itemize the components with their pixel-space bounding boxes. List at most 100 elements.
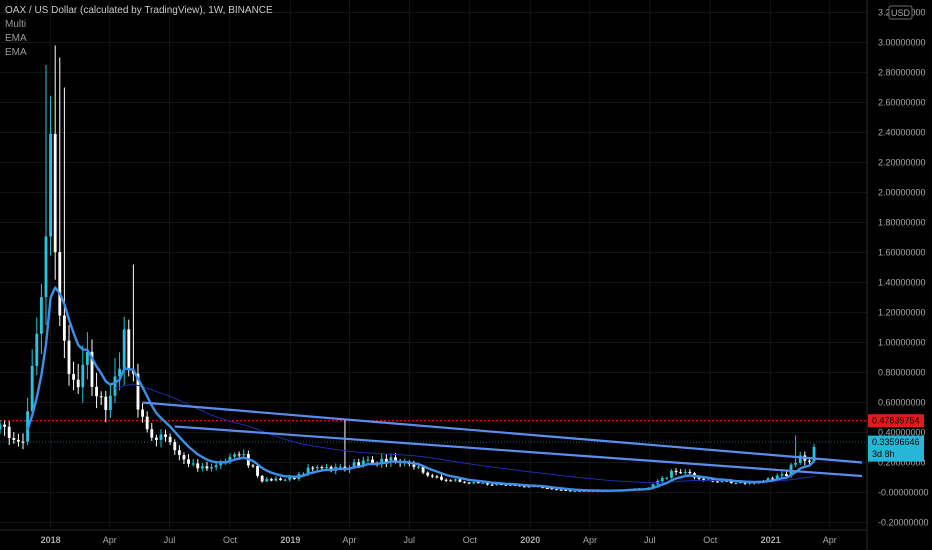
- candle-body: [81, 364, 85, 388]
- candle: [164, 429, 167, 442]
- candle: [12, 432, 16, 444]
- time-tick-label: Oct: [223, 535, 238, 545]
- candle-body: [260, 475, 264, 482]
- candle: [118, 352, 122, 391]
- candle-body: [435, 476, 439, 478]
- candle-body: [522, 486, 526, 488]
- candle-body: [352, 462, 356, 468]
- candle-body: [697, 477, 701, 479]
- time-tick-label: Oct: [463, 535, 478, 545]
- candle: [683, 468, 687, 476]
- time-tick-label: Jul: [644, 535, 656, 545]
- candle-body: [145, 416, 149, 430]
- time-axis[interactable]: 2018 Apr Jul Oct 2019 Apr Jul Oct 2020 Apr Jul Oct 2…: [0, 529, 867, 545]
- candle-body: [90, 351, 94, 387]
- candle: [780, 471, 784, 478]
- candle: [141, 403, 144, 423]
- candle: [283, 478, 287, 482]
- candle: [453, 478, 457, 483]
- price-tick-label: 2.20000000: [878, 158, 926, 168]
- candle: [26, 397, 30, 446]
- candle-body: [67, 340, 71, 374]
- candle-body: [472, 482, 476, 484]
- candle: [122, 316, 126, 386]
- candle-body: [674, 470, 678, 473]
- candle-body: [785, 474, 788, 476]
- time-tick-label: Apr: [823, 535, 837, 545]
- candle-body: [95, 386, 99, 397]
- candle: [320, 465, 324, 470]
- time-tick-label: 2020: [520, 535, 540, 545]
- candle-body: [237, 454, 241, 456]
- candle: [573, 490, 577, 492]
- candle: [90, 339, 94, 396]
- candle: [0, 420, 2, 435]
- candle-body: [812, 446, 816, 462]
- candle-body: [44, 236, 48, 298]
- time-tick-label: Apr: [343, 535, 357, 545]
- currency-badge[interactable]: USD: [888, 5, 913, 20]
- candle: [205, 461, 209, 471]
- candle-body: [141, 409, 144, 417]
- lower-trendline[interactable]: [174, 425, 863, 478]
- candle-body: [444, 479, 448, 481]
- candle-body: [214, 465, 218, 468]
- candle: [794, 435, 798, 468]
- candle-body: [578, 491, 581, 492]
- candle: [812, 443, 816, 463]
- candle-body: [182, 455, 186, 460]
- candle-body: [127, 329, 131, 371]
- candle: [490, 483, 494, 487]
- candle-body: [108, 395, 112, 410]
- candle-body: [679, 472, 683, 474]
- symbol-title[interactable]: OAX / US Dollar (calculated by TradingVi…: [5, 5, 273, 16]
- candle-body: [265, 479, 269, 482]
- candle-body: [136, 373, 140, 410]
- price-tick-label: 1.20000000: [878, 308, 926, 318]
- indicator-ema-1[interactable]: EMA: [5, 33, 27, 44]
- price-tick-label: 0.60000000: [878, 398, 926, 408]
- candle: [472, 481, 476, 485]
- candle-body: [794, 462, 798, 465]
- grid-lines: [0, 0, 867, 530]
- candle-body: [7, 426, 11, 439]
- candle: [187, 454, 190, 468]
- price-tick-label: 2.00000000: [878, 188, 926, 198]
- candle-body: [665, 477, 669, 479]
- candle: [173, 439, 177, 455]
- candle: [95, 372, 99, 409]
- candle: [380, 453, 384, 469]
- indicator-multi[interactable]: Multi: [5, 19, 27, 30]
- time-tick-label: Oct: [703, 535, 718, 545]
- candle-body: [39, 297, 43, 334]
- candle-body: [481, 482, 485, 484]
- candle-body: [467, 482, 471, 484]
- candle-body: [274, 478, 278, 481]
- candle-body: [725, 480, 729, 482]
- candle-body: [306, 467, 310, 474]
- trendlines[interactable]: [142, 401, 863, 478]
- candle: [674, 468, 678, 476]
- time-tick-label: Apr: [583, 535, 597, 545]
- candle-body: [196, 463, 200, 469]
- upper-trendline[interactable]: [142, 401, 863, 464]
- candle-body: [269, 479, 273, 481]
- current-price-flag: 0.33596646 3d 8h: [868, 435, 924, 462]
- time-tick-label: 2021: [761, 535, 781, 545]
- candle: [127, 319, 131, 377]
- price-tick-label: 3.00000000: [878, 38, 926, 48]
- candle-body: [463, 481, 466, 483]
- candle: [670, 469, 673, 479]
- candle: [44, 65, 48, 326]
- candle: [200, 462, 204, 472]
- candle-body: [210, 467, 213, 469]
- chart-legend: OAX / US Dollar (calculated by TradingVi…: [5, 4, 273, 60]
- current-price-flag-bg: [868, 435, 924, 462]
- candle-body: [582, 491, 586, 492]
- candle-body: [12, 438, 16, 440]
- price-axis[interactable]: -0.20000000 -0.00000000 0.20000000 0.400000…: [866, 0, 932, 550]
- candle-body: [486, 482, 489, 485]
- indicator-ema-2[interactable]: EMA: [5, 47, 27, 58]
- candle: [136, 363, 140, 418]
